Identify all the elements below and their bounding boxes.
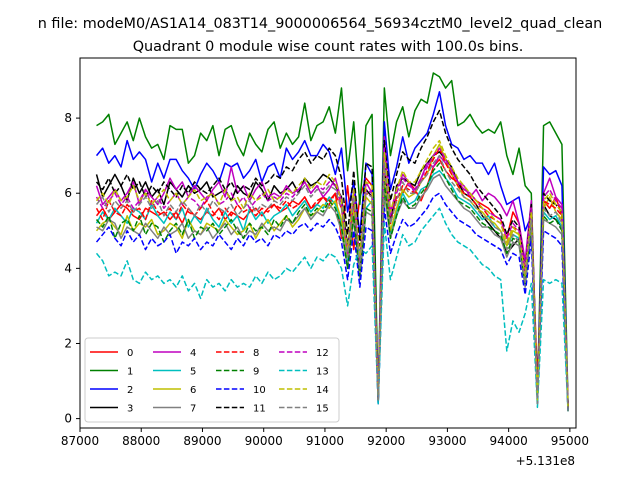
legend-label-6: 6 [190, 385, 196, 396]
x-tick-label: 93000 [428, 434, 466, 448]
legend-label-4: 4 [190, 348, 196, 359]
legend-label-12: 12 [316, 348, 329, 359]
legend-box [84, 337, 340, 423]
y-axis: 0 2 4 6 8 [64, 111, 80, 426]
series-line-10 [95, 192, 569, 412]
legend-label-11: 11 [253, 404, 266, 415]
legend-label-1: 1 [127, 367, 133, 378]
plot-frame [79, 57, 577, 429]
x-tick-label: 95000 [551, 434, 589, 448]
x-tick-label: 87000 [61, 434, 99, 448]
series-line-11 [95, 109, 569, 408]
series-line-1 [96, 72, 569, 404]
series-line-15 [95, 154, 569, 412]
x-tick-label: 88000 [122, 434, 160, 448]
y-tick-label: 8 [64, 111, 72, 125]
legend-label-0: 0 [127, 348, 133, 359]
series-line-0 [95, 158, 569, 408]
legend-label-13: 13 [316, 367, 329, 378]
y-tick-label: 2 [64, 336, 72, 350]
legend-label-9: 9 [253, 367, 259, 378]
chart-title: Quadrant 0 module wise count rates with … [133, 39, 524, 55]
series-line-9 [95, 162, 569, 412]
x-tick-label: 94000 [490, 434, 528, 448]
x-tick-label: 91000 [306, 434, 344, 448]
legend-label-3: 3 [127, 404, 133, 415]
legend-label-8: 8 [253, 348, 259, 359]
x-tick-label: 92000 [367, 434, 405, 448]
y-tick-label: 0 [64, 412, 72, 426]
series-line-8 [95, 147, 569, 408]
y-tick-label: 4 [64, 261, 72, 275]
series-layer [95, 72, 569, 412]
series-line-13 [95, 207, 569, 412]
legend-label-14: 14 [316, 385, 329, 396]
chart-title-filename: n file: modeM0/AS1A14_083T14_9000006564_… [38, 16, 603, 32]
legend-label-2: 2 [127, 385, 133, 396]
x-tick-label: 89000 [183, 434, 221, 448]
legend-label-7: 7 [190, 404, 196, 415]
legend-label-15: 15 [316, 404, 329, 415]
series-line-5 [95, 169, 569, 412]
x-tick-label: 90000 [245, 434, 283, 448]
x-axis: 87000 88000 89000 90000 91000 92000 93000 94000… [61, 428, 589, 448]
legend-label-5: 5 [190, 367, 196, 378]
y-tick-label: 6 [64, 186, 72, 200]
series-line-2 [95, 91, 569, 408]
legend-label-10: 10 [253, 385, 266, 396]
x-axis-offset-label: +5.131e8 [516, 454, 575, 468]
series-line-14 [95, 139, 569, 408]
